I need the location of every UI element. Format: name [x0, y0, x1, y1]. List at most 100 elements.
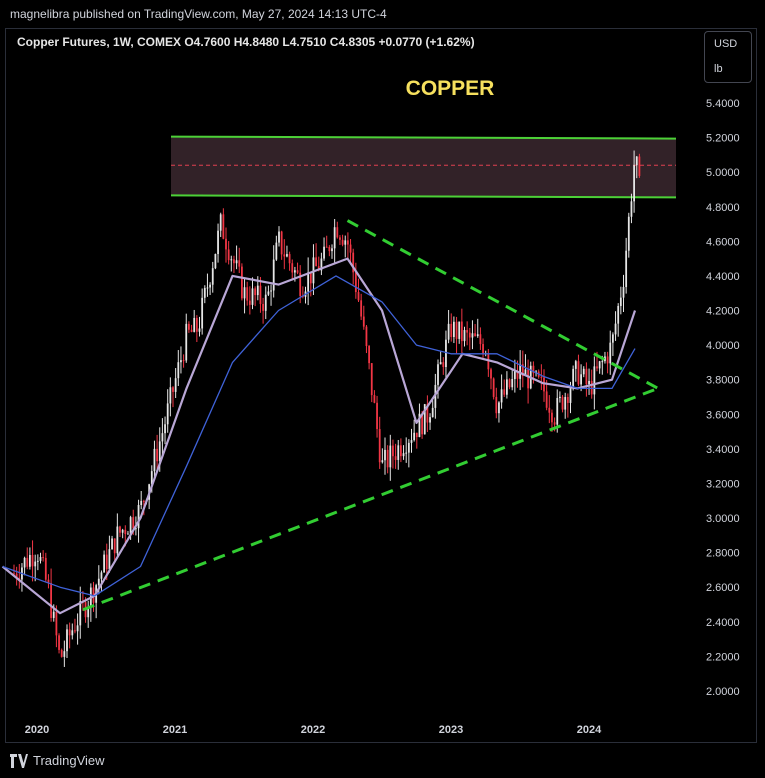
candle-body: [230, 259, 233, 261]
candle-body: [222, 214, 225, 239]
candle-body: [209, 284, 211, 288]
candle-body: [164, 424, 166, 434]
candle-body: [347, 240, 349, 245]
candle-body: [506, 379, 508, 395]
candle-body: [166, 403, 169, 425]
candle-body: [60, 649, 63, 657]
candle-body: [34, 561, 37, 567]
candle-body: [577, 361, 580, 385]
candle-body: [460, 321, 463, 342]
candle-body: [13, 573, 15, 575]
candle-body: [352, 252, 355, 273]
candle-body: [174, 378, 177, 392]
candle-body: [264, 294, 267, 311]
candle-body: [246, 287, 249, 301]
resistance-trendline[interactable]: [346, 219, 659, 390]
candle-body: [44, 557, 47, 580]
published-info: magnelibra published on TradingView.com,…: [0, 0, 765, 28]
x-tick-label: 2022: [301, 724, 325, 736]
currency-selector[interactable]: USD lb: [704, 31, 752, 83]
candle-body: [206, 287, 209, 289]
candle-body: [455, 321, 458, 339]
candle-body: [524, 369, 527, 377]
candle-body: [18, 577, 21, 580]
y-tick-label: 2.4000: [706, 617, 740, 629]
candle-body: [74, 630, 76, 632]
candle-body: [68, 629, 71, 636]
candle-body: [604, 356, 606, 362]
candle-body: [79, 601, 82, 626]
candle-body: [267, 291, 270, 295]
candle-body: [466, 330, 469, 333]
candle-body: [373, 395, 376, 403]
candle-body: [450, 323, 453, 337]
candle-body: [442, 362, 445, 368]
candle-body: [233, 259, 235, 264]
candle-body: [627, 216, 630, 251]
candle-body: [111, 538, 113, 550]
candle-body: [598, 361, 601, 369]
candle-body: [119, 526, 121, 533]
candle-body: [362, 316, 365, 327]
candle-body: [365, 326, 368, 346]
support-trendline[interactable]: [82, 386, 659, 612]
candle-body: [572, 368, 575, 389]
candle-body: [158, 441, 161, 462]
candle-body: [593, 366, 596, 395]
candle-body: [280, 231, 283, 255]
slow-moving-average-line[interactable]: [2, 275, 636, 597]
candle-body: [490, 369, 492, 379]
candle-body: [52, 611, 55, 618]
candle-body: [588, 380, 590, 385]
candle-body: [254, 288, 257, 296]
candle-body: [97, 578, 100, 586]
candle-body: [553, 422, 556, 425]
candle-body: [423, 404, 426, 435]
candle-body: [426, 404, 429, 423]
candle-body: [513, 370, 516, 379]
candle-body: [275, 242, 278, 260]
candle-body: [458, 321, 461, 339]
candle-body: [63, 651, 66, 657]
footer: TradingView: [0, 745, 765, 778]
candle-body: [559, 396, 561, 399]
candle-body: [307, 272, 310, 292]
candle-body: [299, 272, 302, 296]
candle-body: [590, 380, 593, 395]
candle-body: [415, 432, 418, 438]
candle-body: [251, 288, 254, 305]
candle-body: [386, 449, 389, 468]
candle-body: [108, 549, 111, 570]
candle-body: [195, 317, 198, 332]
candle-body: [42, 557, 45, 559]
candle-body: [26, 557, 29, 567]
candle-body: [214, 254, 217, 269]
candle-body: [453, 321, 455, 337]
candle-body: [156, 448, 158, 462]
tradingview-brand[interactable]: TradingView: [33, 753, 105, 768]
zone-top-line[interactable]: [170, 135, 677, 140]
candle-body: [211, 268, 214, 285]
candle-body: [378, 429, 381, 463]
candle-body: [177, 362, 180, 379]
fast-moving-average-line[interactable]: [1, 257, 637, 615]
candle-body: [150, 471, 153, 485]
zone-bottom-line[interactable]: [170, 194, 677, 199]
candle-body: [47, 579, 50, 583]
y-tick-label: 2.0000: [706, 686, 740, 698]
candle-body: [103, 554, 105, 573]
resistance-zone[interactable]: [171, 136, 676, 198]
candle-body: [521, 364, 524, 377]
tradingview-logo-icon: [10, 754, 28, 768]
candle-body: [601, 361, 604, 363]
candle-body: [516, 370, 519, 379]
candle-body: [36, 560, 39, 562]
candle-body: [31, 554, 34, 567]
candle-body: [225, 238, 227, 250]
candle-body: [482, 344, 484, 354]
candle-body: [15, 573, 18, 578]
candle-body: [394, 456, 397, 460]
candle-body: [381, 460, 384, 463]
candle-body: [500, 389, 503, 403]
